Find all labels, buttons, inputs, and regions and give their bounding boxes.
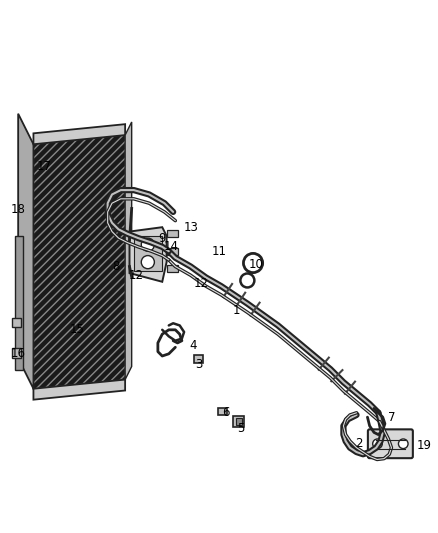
Bar [166,265,177,272]
Text: 4: 4 [189,338,197,352]
Circle shape [244,253,263,272]
Text: 16: 16 [11,348,26,360]
Polygon shape [18,114,33,389]
Text: 17: 17 [37,159,52,173]
Bar [194,354,203,364]
Text: 6: 6 [222,406,230,419]
Text: 7: 7 [388,410,395,424]
Text: 12: 12 [128,269,144,282]
Bar [12,318,21,327]
Polygon shape [130,227,166,282]
Bar [12,348,21,358]
Text: 10: 10 [249,258,264,271]
Circle shape [141,238,154,251]
FancyBboxPatch shape [368,430,413,458]
Text: 19: 19 [417,439,432,452]
Text: 3: 3 [196,358,203,372]
Text: 12: 12 [194,278,209,290]
Bar [14,236,22,370]
Text: 5: 5 [237,422,244,434]
Bar [134,236,162,271]
Text: 9: 9 [159,232,166,245]
Text: 15: 15 [70,324,85,336]
Bar [233,416,244,427]
Text: 13: 13 [183,221,198,233]
Text: 14: 14 [163,240,178,253]
Bar [166,230,177,237]
Text: 8: 8 [113,260,120,273]
Text: 2: 2 [355,437,363,450]
Polygon shape [33,379,125,400]
Polygon shape [33,124,125,144]
Text: 11: 11 [212,245,226,258]
Text: 1: 1 [233,304,240,317]
Circle shape [399,439,408,449]
Circle shape [141,256,154,269]
Polygon shape [33,135,125,389]
Text: 18: 18 [11,203,25,216]
Bar [218,408,227,415]
Bar [236,418,242,425]
Bar [166,248,177,255]
Circle shape [373,439,382,449]
Polygon shape [125,122,132,379]
Circle shape [240,273,254,287]
